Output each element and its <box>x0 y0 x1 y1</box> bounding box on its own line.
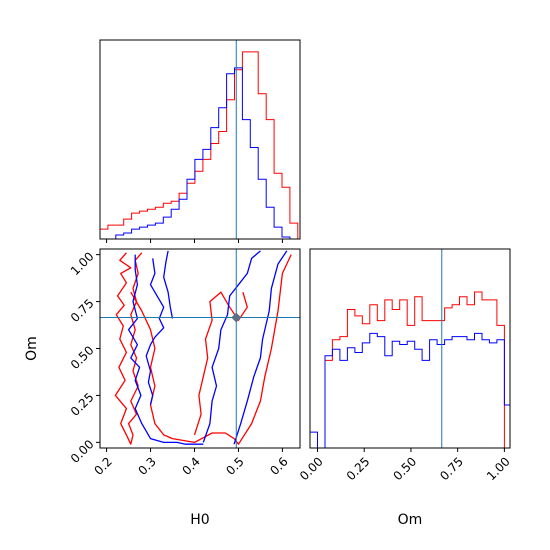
om-xtick-label-3: 0.75 <box>437 454 466 483</box>
h0-om-ticks: 0.2 0.3 0.4 0.5 0.6 0.00 0.25 0.50 0.75 1.00 <box>68 249 291 478</box>
om-histogram-marks <box>309 291 511 449</box>
h0-histogram-frame <box>99 39 301 240</box>
h0-histogram-ticks <box>106 239 283 243</box>
h0-histogram-marks <box>99 51 299 240</box>
contour-line-6 <box>202 250 261 443</box>
h0-histogram-series-0 <box>99 51 299 239</box>
truth-marker <box>231 312 242 323</box>
om-histogram-series-0 <box>310 291 510 449</box>
contour-line-1 <box>130 254 292 445</box>
h0-histogram-series-1 <box>100 67 298 240</box>
om-xtick-label-1: 0.25 <box>344 454 373 483</box>
contour-xtick-label-1: 0.3 <box>135 454 158 477</box>
h0-om-contour-marks <box>114 250 292 445</box>
om-histogram-ticks: 0.00 0.25 0.50 0.75 1.00 <box>297 448 513 483</box>
contour-xtick-label-2: 0.4 <box>179 454 202 477</box>
contour-ytick-label-3: 0.75 <box>68 296 97 325</box>
contour-ytick-label-1: 0.25 <box>68 390 97 419</box>
contour-line-4 <box>145 258 165 405</box>
h0-om-contour-frame <box>99 248 301 449</box>
om-histogram-panel: 0.00 0.25 0.50 0.75 1.00 Om <box>297 248 513 528</box>
h0-histogram-panel <box>99 39 301 243</box>
om-histogram-series-1 <box>309 332 511 449</box>
contour-line-3 <box>127 254 204 445</box>
om-xtick-label-4: 1.00 <box>484 454 513 483</box>
om-xtick-label-0: 0.00 <box>297 454 326 483</box>
contour-ytick-label-2: 0.50 <box>68 343 97 372</box>
contour-line-2 <box>193 291 248 436</box>
contour-line-7 <box>233 250 288 445</box>
contour-xtick-label-4: 0.6 <box>267 454 290 477</box>
contour-ytick-label-4: 1.00 <box>68 249 97 278</box>
h0-om-contour-panel: 0.2 0.3 0.4 0.5 0.6 0.00 0.25 0.50 0.75 1.00 H0 O… <box>24 248 301 528</box>
om-axis-label: Om <box>24 336 40 361</box>
contour-ytick-label-0: 0.00 <box>68 437 97 466</box>
contour-xtick-label-0: 0.2 <box>92 454 115 477</box>
om-histogram-axis-label: Om <box>398 512 423 528</box>
h0-axis-label: H0 <box>190 512 209 528</box>
contour-xtick-label-3: 0.5 <box>223 454 246 477</box>
h0-om-truth-lines <box>100 249 300 448</box>
contour-line-0 <box>114 252 143 445</box>
contour-line-5 <box>163 250 174 319</box>
om-histogram-frame <box>309 248 511 449</box>
om-xtick-label-2: 0.50 <box>390 454 419 483</box>
